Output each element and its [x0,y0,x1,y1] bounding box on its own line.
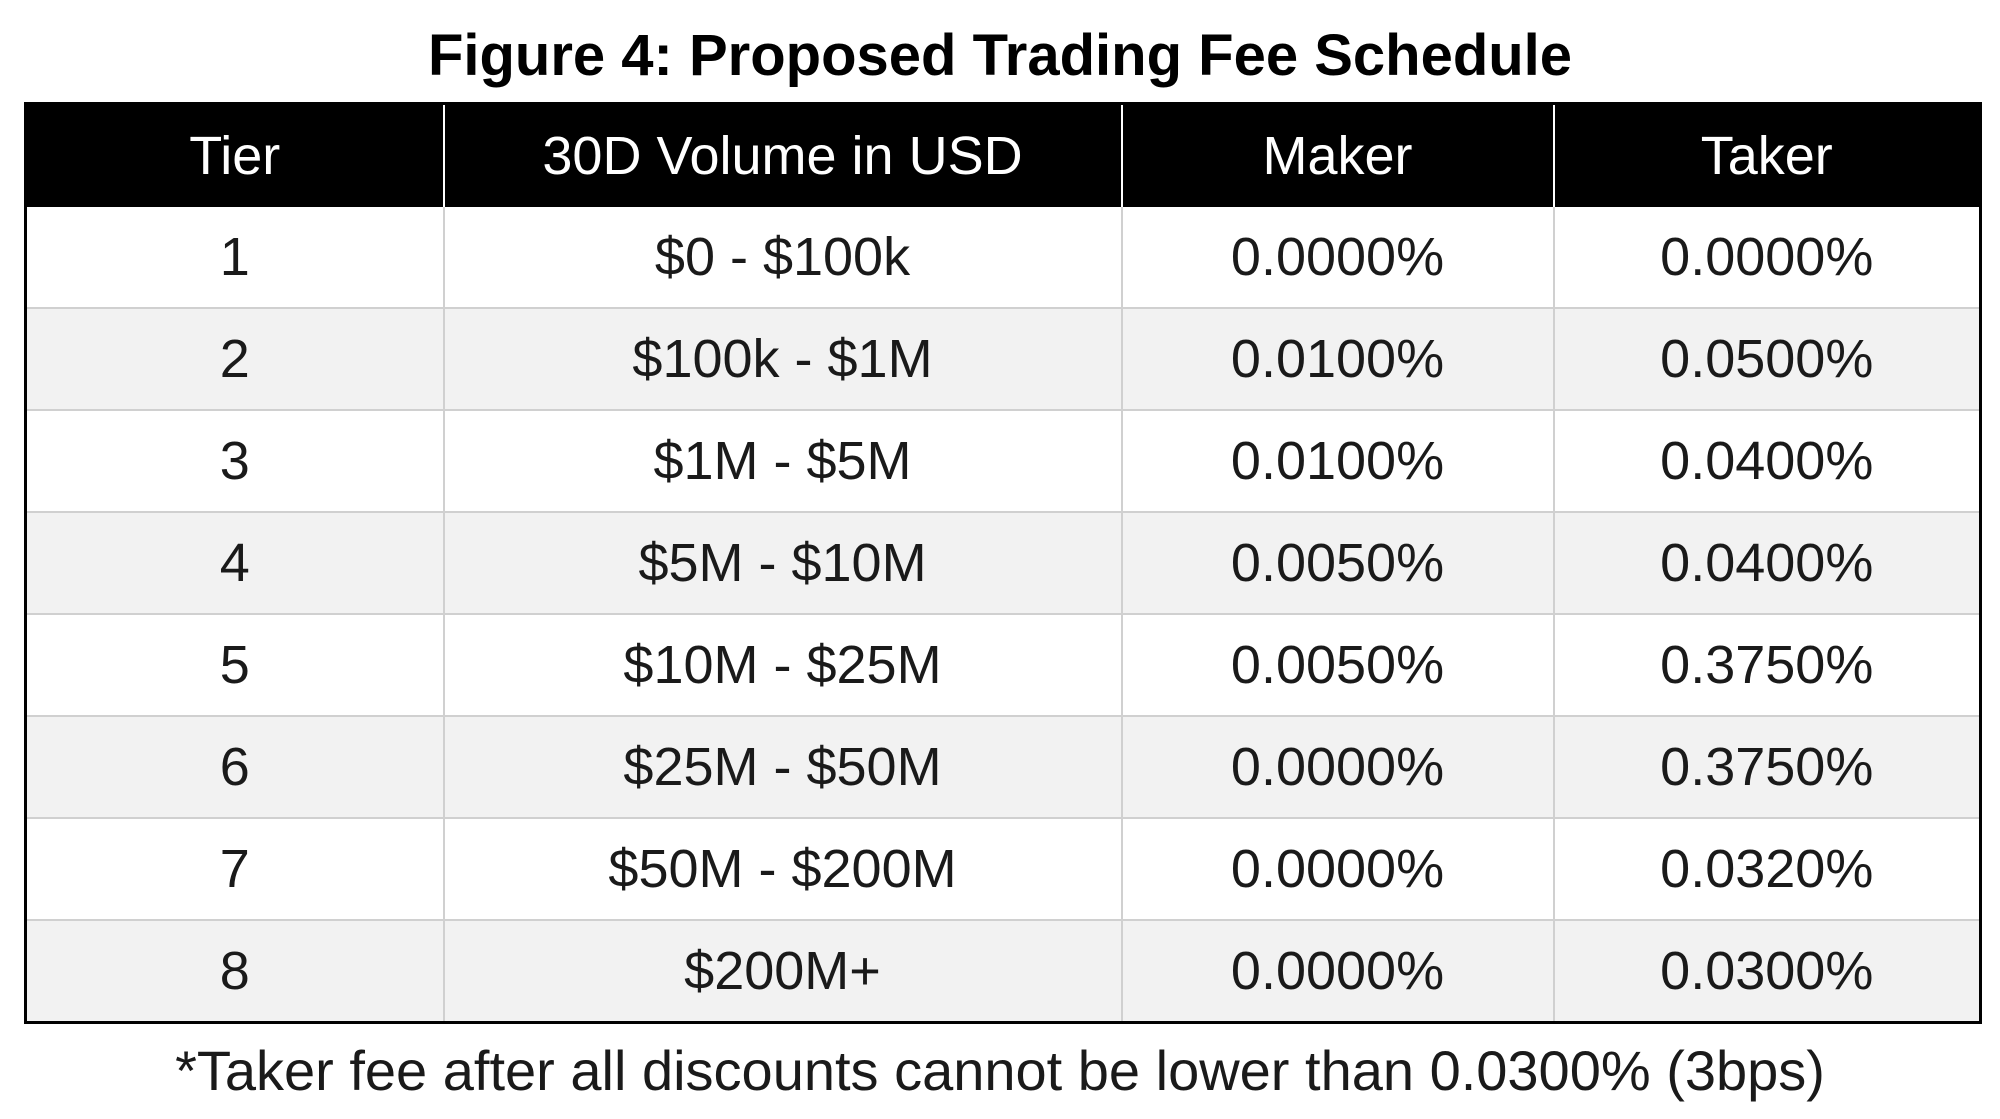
header-taker: Taker [1552,103,1981,207]
cell-taker: 0.3750% [1552,613,1981,716]
cell-maker: 0.0000% [1120,817,1554,920]
cell-volume: $200M+ [442,919,1122,1023]
cell-tier: 7 [25,817,444,920]
table-row: 7 $50M - $200M 0.0000% 0.0320% [25,817,1981,920]
table-row: 6 $25M - $50M 0.0000% 0.3750% [25,715,1981,818]
cell-volume: $1M - $5M [442,409,1122,512]
cell-volume: $50M - $200M [442,817,1122,920]
table-row: 8 $200M+ 0.0000% 0.0300% [25,919,1981,1023]
cell-tier: 3 [25,409,444,512]
cell-maker: 0.0100% [1120,409,1554,512]
cell-tier: 2 [25,307,444,410]
header-volume: 30D Volume in USD [442,103,1122,207]
cell-volume: $5M - $10M [442,511,1122,614]
cell-maker: 0.0000% [1120,919,1554,1023]
cell-taker: 0.0400% [1552,409,1981,512]
cell-volume: $10M - $25M [442,613,1122,716]
table-row: 3 $1M - $5M 0.0100% 0.0400% [25,409,1981,512]
cell-tier: 1 [25,207,444,308]
cell-tier: 6 [25,715,444,818]
cell-taker: 0.3750% [1552,715,1981,818]
cell-tier: 8 [25,919,444,1023]
cell-volume: $100k - $1M [442,307,1122,410]
cell-tier: 4 [25,511,444,614]
cell-taker: 0.0300% [1552,919,1981,1023]
table-row: 5 $10M - $25M 0.0050% 0.3750% [25,613,1981,716]
figure-title: Figure 4: Proposed Trading Fee Schedule [427,23,1573,88]
table-footnote: *Taker fee after all discounts cannot be… [175,1039,1825,1102]
cell-maker: 0.0050% [1120,613,1554,716]
cell-taker: 0.0500% [1552,307,1981,410]
fee-schedule-table: Tier 30D Volume in USD Maker Taker 1 $0 … [24,102,1982,1024]
cell-tier: 5 [25,613,444,716]
table-header: Tier 30D Volume in USD Maker Taker [25,103,1981,207]
header-tier: Tier [25,103,444,207]
table-row: 4 $5M - $10M 0.0050% 0.0400% [25,511,1981,614]
cell-volume: $0 - $100k [442,207,1122,308]
cell-maker: 0.0100% [1120,307,1554,410]
cell-taker: 0.0000% [1552,207,1981,308]
header-row: Tier 30D Volume in USD Maker Taker [25,103,1981,207]
cell-maker: 0.0000% [1120,715,1554,818]
header-maker: Maker [1120,103,1554,207]
cell-maker: 0.0000% [1120,207,1554,308]
cell-volume: $25M - $50M [442,715,1122,818]
cell-taker: 0.0400% [1552,511,1981,614]
table-row: 2 $100k - $1M 0.0100% 0.0500% [25,307,1981,410]
cell-taker: 0.0320% [1552,817,1981,920]
table-row: 1 $0 - $100k 0.0000% 0.0000% [25,207,1981,308]
cell-maker: 0.0050% [1120,511,1554,614]
table-body: 1 $0 - $100k 0.0000% 0.0000% 2 $100k - $… [25,207,1981,1023]
